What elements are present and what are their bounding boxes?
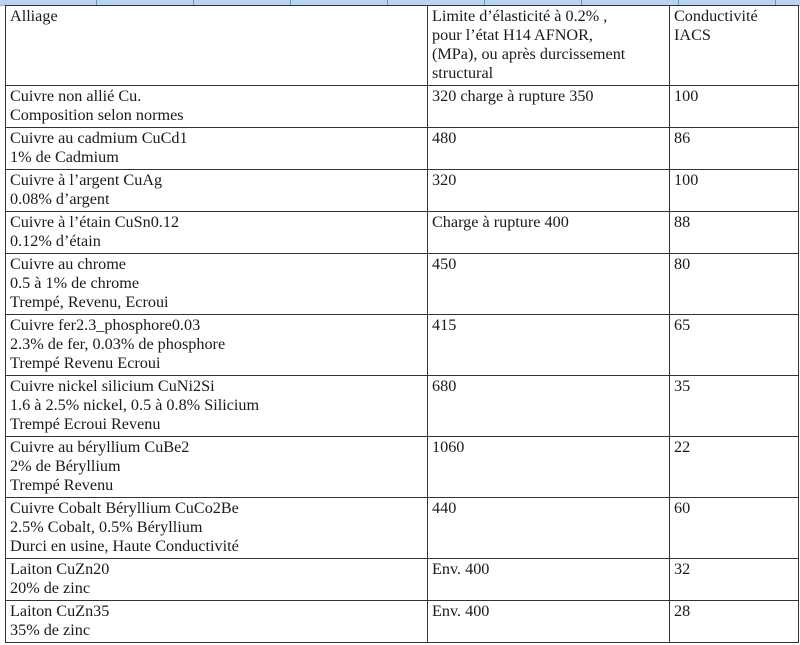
conductivity-cell: 35 xyxy=(669,375,799,437)
table-row: Cuivre non allié Cu. Composition selon no… xyxy=(5,85,799,128)
conductivity-cell: 28 xyxy=(669,600,799,643)
header-conductivity-line: IACS xyxy=(674,26,711,44)
alloy-cell: Laiton CuZn20 20% de zinc xyxy=(5,558,428,601)
yield-cell: Env. 400 xyxy=(427,558,670,601)
alloy-line: 20% de zinc xyxy=(10,579,91,597)
conductivity-cell: 65 xyxy=(669,314,799,376)
alloy-line: Trempé, Revenu, Ecroui xyxy=(10,293,169,311)
yield-cell: 415 xyxy=(427,314,670,376)
conductivity-cell: 88 xyxy=(669,211,799,254)
alloy-line: Cuivre fer2.3_phosphore0.03 xyxy=(10,316,201,334)
table-row: Cuivre au cadmium CuCd1 1% de Cadmium 480 8… xyxy=(5,127,799,170)
alloy-cell: Cuivre au cadmium CuCd1 1% de Cadmium xyxy=(5,127,428,170)
alloy-line: Trempé Ecroui Revenu xyxy=(10,415,161,433)
conductivity-cell: 22 xyxy=(669,436,799,498)
table-row: Laiton CuZn35 35% de zinc Env. 400 28 xyxy=(5,600,799,643)
alloy-line: 0.12% d’étain xyxy=(10,232,101,250)
alloy-line: Cuivre au béryllium CuBe2 xyxy=(10,438,190,456)
alloy-line: Cuivre Cobalt Béryllium CuCo2Be xyxy=(10,499,239,517)
alloy-cell: Cuivre non allié Cu. Composition selon no… xyxy=(5,85,428,128)
alloy-line: Durci en usine, Haute Conductivité xyxy=(10,537,239,555)
alloy-cell: Cuivre à l’argent CuAg 0.08% d’argent xyxy=(5,169,428,212)
alloy-line: 1% de Cadmium xyxy=(10,148,119,166)
conductivity-cell: 80 xyxy=(669,253,799,315)
header-yield-line: pour l’état H14 AFNOR, xyxy=(432,26,593,44)
alloy-line: Composition selon normes xyxy=(10,106,184,124)
yield-cell: 680 xyxy=(427,375,670,437)
yield-cell: 1060 xyxy=(427,436,670,498)
table-row: Cuivre fer2.3_phosphore0.03 2.3% de fer, … xyxy=(5,314,799,376)
alloy-line: Cuivre non allié Cu. xyxy=(10,87,142,105)
table-row: Cuivre Cobalt Béryllium CuCo2Be 2.5% Coba… xyxy=(5,497,799,559)
alloy-line: 1.6 à 2.5% nickel, 0.5 à 0.8% Silicium xyxy=(10,396,260,414)
table-row: Cuivre au chrome 0.5 à 1% de chrome Trempé… xyxy=(5,253,799,315)
yield-cell: Charge à rupture 400 xyxy=(427,211,670,254)
header-conductivity: Conductivité IACS xyxy=(669,5,799,86)
conductivity-cell: 60 xyxy=(669,497,799,559)
table-row: Laiton CuZn20 20% de zinc Env. 400 32 xyxy=(5,558,799,601)
alloy-line: 2.5% Cobalt, 0.5% Béryllium xyxy=(10,518,203,536)
table-row: Cuivre à l’argent CuAg 0.08% d’argent 320 1… xyxy=(5,169,799,212)
header-yield-line: Limite d’élasticité à 0.2% , xyxy=(432,7,608,25)
alloy-cell: Cuivre au béryllium CuBe2 2% de Béryllium… xyxy=(5,436,428,498)
alloy-cell: Cuivre Cobalt Béryllium CuCo2Be 2.5% Coba… xyxy=(5,497,428,559)
header-yield-line: (MPa), ou après durcissement xyxy=(432,45,626,63)
alloy-line: Cuivre nickel silicium CuNi2Si xyxy=(10,377,215,395)
yield-cell: 480 xyxy=(427,127,670,170)
alloy-cell: Cuivre nickel silicium CuNi2Si 1.6 à 2.5%… xyxy=(5,375,428,437)
alloy-cell: Cuivre au chrome 0.5 à 1% de chrome Trempé… xyxy=(5,253,428,315)
table-header-row: Alliage Limite d’élasticité à 0.2% , pou… xyxy=(5,5,799,86)
yield-cell: 320 xyxy=(427,169,670,212)
alloy-line: 2% de Béryllium xyxy=(10,457,121,475)
header-alloy-text: Alliage xyxy=(10,7,58,25)
alloy-line: Trempé Revenu xyxy=(10,476,114,494)
alloy-line: Cuivre au chrome xyxy=(10,255,126,273)
alloy-line: Laiton CuZn20 xyxy=(10,560,110,578)
conductivity-cell: 86 xyxy=(669,127,799,170)
alloy-line: Cuivre à l’argent CuAg xyxy=(10,171,163,189)
alloy-table: Alliage Limite d’élasticité à 0.2% , pou… xyxy=(5,5,799,643)
conductivity-cell: 100 xyxy=(669,169,799,212)
yield-cell: 450 xyxy=(427,253,670,315)
alloy-line: 0.08% d’argent xyxy=(10,190,110,208)
alloy-cell: Laiton CuZn35 35% de zinc xyxy=(5,600,428,643)
alloy-line: Laiton CuZn35 xyxy=(10,602,110,620)
table-row: Cuivre à l’étain CuSn0.12 0.12% d’étain Ch… xyxy=(5,211,799,254)
alloy-cell: Cuivre fer2.3_phosphore0.03 2.3% de fer, … xyxy=(5,314,428,376)
alloy-line: Trempé Revenu Ecroui xyxy=(10,354,161,372)
yield-cell: 440 xyxy=(427,497,670,559)
alloy-line: 35% de zinc xyxy=(10,621,91,639)
header-yield: Limite d’élasticité à 0.2% , pour l’état… xyxy=(427,5,670,86)
table-row: Cuivre nickel silicium CuNi2Si 1.6 à 2.5%… xyxy=(5,375,799,437)
alloy-line: 0.5 à 1% de chrome xyxy=(10,274,140,292)
yield-cell: 320 charge à rupture 350 xyxy=(427,85,670,128)
conductivity-cell: 100 xyxy=(669,85,799,128)
table-row: Cuivre au béryllium CuBe2 2% de Béryllium… xyxy=(5,436,799,498)
conductivity-cell: 32 xyxy=(669,558,799,601)
alloy-line: Cuivre à l’étain CuSn0.12 xyxy=(10,213,180,231)
yield-cell: Env. 400 xyxy=(427,600,670,643)
alloy-cell: Cuivre à l’étain CuSn0.12 0.12% d’étain xyxy=(5,211,428,254)
header-alloy: Alliage xyxy=(5,5,428,86)
header-conductivity-line: Conductivité xyxy=(674,7,758,25)
alloy-line: 2.3% de fer, 0.03% de phosphore xyxy=(10,335,226,353)
alloy-line: Cuivre au cadmium CuCd1 xyxy=(10,129,188,147)
header-yield-line: structural xyxy=(432,64,494,82)
